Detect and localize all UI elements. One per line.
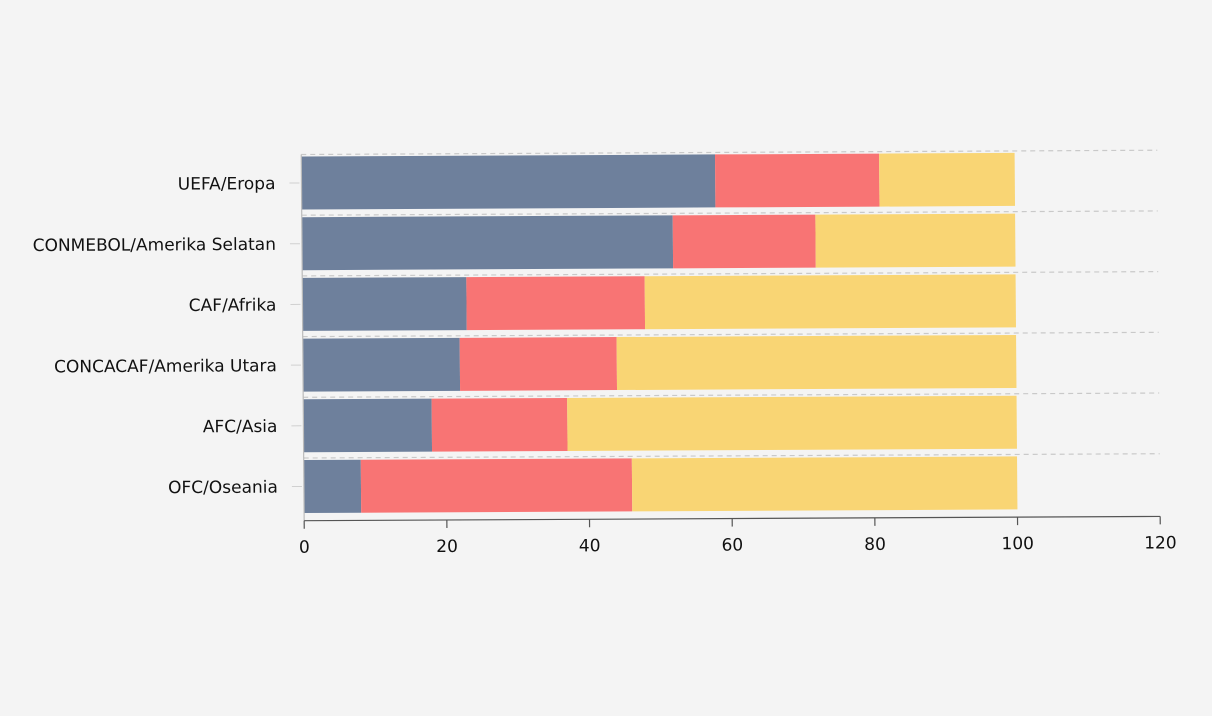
bar-segment bbox=[631, 456, 1018, 512]
x-tick-label: 100 bbox=[1001, 534, 1034, 554]
x-tick-label: 20 bbox=[436, 537, 458, 557]
bar-segment bbox=[815, 213, 1016, 268]
category-label: CONMEBOL/Amerika Selatan bbox=[33, 235, 276, 256]
bar-segment bbox=[879, 152, 1016, 207]
y-axis-line bbox=[300, 154, 305, 521]
axes bbox=[289, 154, 1161, 529]
bar-segment bbox=[431, 397, 568, 452]
bar-segment bbox=[459, 337, 618, 391]
labels: UEFA/Eropa CONMEBOL/Amerika Selatan CAF/Af… bbox=[33, 174, 1177, 558]
bar-segment bbox=[644, 274, 1016, 330]
bar-segment bbox=[616, 335, 1017, 391]
category-label: AFC/Asia bbox=[203, 417, 278, 437]
x-tick-label: 0 bbox=[299, 538, 310, 558]
category-label: CONCACAF/Amerika Utara bbox=[54, 356, 277, 377]
category-label: OFC/Oseania bbox=[168, 478, 278, 499]
grid-line bbox=[301, 149, 1158, 156]
bar-segment bbox=[567, 395, 1017, 451]
bar-segment bbox=[301, 215, 674, 271]
bar-segment bbox=[302, 337, 461, 392]
plot-area: UEFA/Eropa CONMEBOL/Amerika Selatan CAF/Af… bbox=[33, 149, 1177, 558]
bar-segment bbox=[466, 276, 646, 331]
bar-segment bbox=[303, 398, 433, 453]
grid-line bbox=[301, 210, 1158, 216]
grid-line bbox=[302, 331, 1159, 338]
bar-segment bbox=[672, 214, 816, 269]
category-label: CAF/Afrika bbox=[189, 296, 277, 316]
grid-lines bbox=[301, 149, 1160, 459]
bar-segment bbox=[301, 154, 716, 210]
grid-line bbox=[302, 271, 1159, 277]
bar-segment bbox=[360, 458, 633, 513]
x-tick-label: 120 bbox=[1144, 533, 1177, 553]
category-label: UEFA/Eropa bbox=[178, 174, 276, 194]
x-tick-label: 80 bbox=[864, 535, 886, 555]
bar-segment bbox=[302, 277, 467, 331]
x-tick-label: 60 bbox=[721, 536, 743, 556]
grid-line bbox=[303, 392, 1160, 398]
bars bbox=[301, 152, 1018, 513]
bar-segment bbox=[303, 459, 362, 513]
grid-line bbox=[303, 453, 1160, 459]
x-tick-label: 40 bbox=[579, 536, 601, 556]
bar-segment bbox=[714, 153, 880, 208]
